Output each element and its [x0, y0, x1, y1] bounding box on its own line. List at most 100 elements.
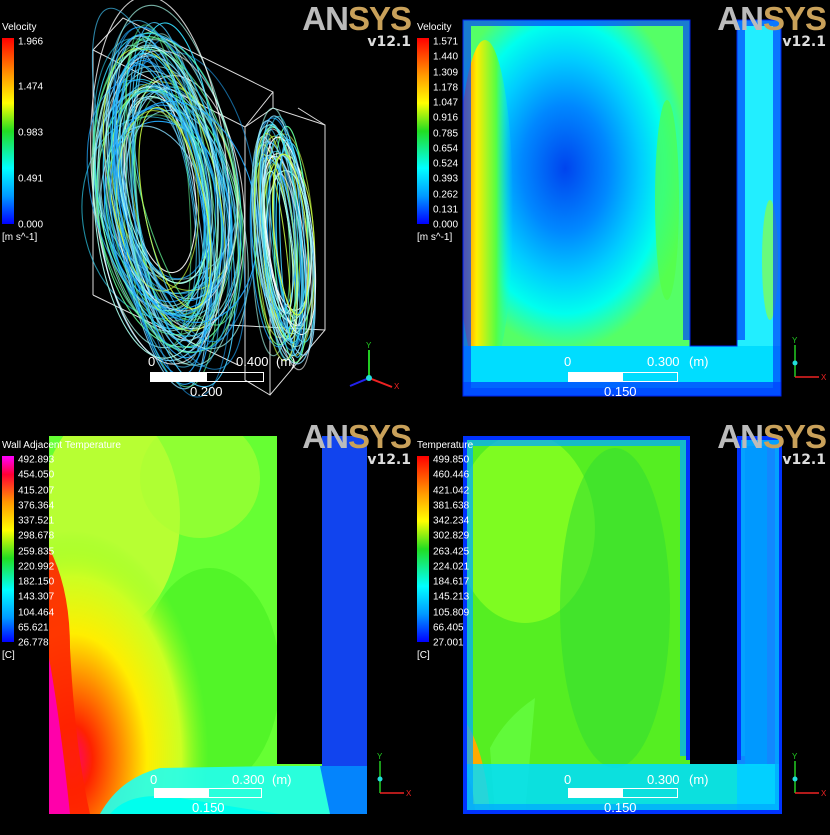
axis-y-label: Y — [792, 336, 798, 345]
legend-tick: 0.491 — [18, 173, 44, 185]
logo-sys: SYS — [762, 418, 827, 455]
scale-zero: 0 — [564, 354, 572, 369]
logo-version: v12.1 — [367, 452, 411, 468]
legend-tick: 342.234 — [433, 515, 470, 527]
axis-x-label: X — [821, 373, 827, 382]
panel-temperature-contour: Temperature 499.850 460.446 421.042 381.638… — [415, 418, 830, 835]
logo-an: AN — [302, 418, 349, 455]
legend-color-bar — [2, 38, 14, 224]
legend-tick: 0.000 — [433, 219, 459, 231]
ansys-logo: ANSYS v12.1 — [717, 0, 827, 51]
scale-max: 0.300 — [232, 772, 265, 787]
legend-tick: 26.778 — [18, 637, 49, 649]
streamline — [278, 138, 307, 358]
streamline — [272, 153, 309, 316]
scale-unit: (m) — [689, 772, 709, 787]
streamline — [107, 88, 209, 312]
logo-an: AN — [717, 418, 764, 455]
legend-tick: 421.042 — [433, 485, 470, 496]
scale-max: 0.300 — [647, 772, 680, 787]
legend-tick: 337.521 — [18, 515, 55, 527]
velocity-contour-plot — [462, 19, 782, 397]
legend-tick: 0.654 — [433, 143, 459, 155]
axis-triad: Y X — [792, 752, 827, 798]
logo-sys: SYS — [762, 0, 827, 37]
legend-tick: 492.893 — [18, 454, 55, 466]
logo-version: v12.1 — [782, 452, 826, 468]
legend-tick: 415.207 — [18, 485, 55, 496]
legend-tick: 0.262 — [433, 189, 459, 200]
scale-bar-graphic — [154, 788, 262, 798]
streamline — [116, 85, 213, 284]
legend-title: Wall Adjacent Temperature — [2, 440, 121, 451]
axis-triad: Y X — [792, 336, 827, 382]
scale-bar-graphic — [568, 788, 678, 798]
legend-tick: 302.829 — [433, 530, 470, 542]
legend-tick: 0.983 — [18, 127, 44, 139]
legend-title: Temperature — [417, 440, 474, 451]
legend-tick: 1.309 — [433, 67, 459, 78]
scale-mid: 0.150 — [604, 384, 637, 399]
legend-unit: [m s^-1] — [2, 232, 38, 243]
streamline — [131, 91, 212, 318]
scale-zero: 0 — [148, 354, 156, 369]
legend-tick: 65.621 — [18, 622, 49, 634]
ansys-logo: ANSYS v12.1 — [302, 2, 412, 51]
streamline — [272, 172, 307, 327]
legend-tick: 104.464 — [18, 607, 55, 618]
logo-an: AN — [717, 0, 764, 37]
legend-tick: 1.178 — [433, 82, 459, 94]
streamline — [114, 57, 230, 351]
legend-title: Velocity — [417, 22, 452, 33]
legend-tick: 499.850 — [433, 454, 470, 466]
streamline-view — [81, 0, 326, 398]
logo-version: v12.1 — [782, 34, 826, 50]
streamline — [259, 142, 303, 351]
legend-tick: 1.966 — [18, 36, 44, 48]
legend-tick: 1.474 — [18, 81, 44, 93]
axis-y-label: Y — [366, 341, 372, 350]
legend-unit: [C] — [417, 650, 430, 661]
legend-color-bar — [417, 38, 429, 224]
panel-velocity-contour: Velocity 1.571 1.440 1.309 1.178 1.047 0.916 0… — [415, 0, 830, 417]
axis-triad: Y X — [377, 752, 412, 798]
legend-color-bar — [2, 456, 14, 642]
legend-tick: 454.050 — [18, 469, 55, 481]
legend-tick: 0.916 — [433, 112, 459, 124]
legend-tick: 105.809 — [433, 607, 470, 618]
legend-tick: 0.524 — [433, 158, 459, 170]
legend-tick: 376.364 — [18, 500, 55, 512]
scale-bar-graphic — [150, 372, 264, 382]
wall-temperature-plot — [49, 436, 367, 814]
legend-unit: [C] — [2, 650, 15, 661]
legend-tick: 460.446 — [433, 469, 470, 481]
streamline — [111, 52, 205, 315]
axis-y-label: Y — [377, 752, 383, 761]
axis-x-label: X — [821, 789, 827, 798]
streamline — [90, 0, 230, 365]
legend-title: Velocity — [2, 22, 37, 33]
scale-zero: 0 — [150, 772, 158, 787]
scale-max: 0.300 — [647, 354, 680, 369]
scale-mid: 0.150 — [604, 800, 637, 815]
legend-tick: 220.992 — [18, 561, 55, 573]
scale-unit: (m) — [276, 354, 296, 369]
legend-tick: 182.150 — [18, 576, 55, 588]
legend-tick: 0.131 — [433, 204, 459, 216]
streamline — [97, 39, 225, 332]
streamline — [116, 109, 200, 292]
axis-x-label: X — [406, 789, 412, 798]
legend-tick: 381.638 — [433, 500, 470, 512]
scale-mid: 0.150 — [192, 800, 225, 815]
legend-tick: 145.213 — [433, 591, 470, 603]
scale-zero: 0 — [564, 772, 572, 787]
scale-mid: 0.200 — [190, 384, 223, 399]
streamline — [259, 123, 304, 344]
legend-tick: 0.000 — [18, 219, 44, 231]
legend-tick: 224.021 — [433, 561, 470, 573]
legend-color-bar — [417, 456, 429, 642]
legend-tick: 1.047 — [433, 97, 459, 109]
legend-tick: 143.307 — [18, 591, 55, 603]
temperature-contour-plot — [463, 436, 782, 814]
ansys-logo: ANSYS v12.1 — [302, 418, 412, 469]
